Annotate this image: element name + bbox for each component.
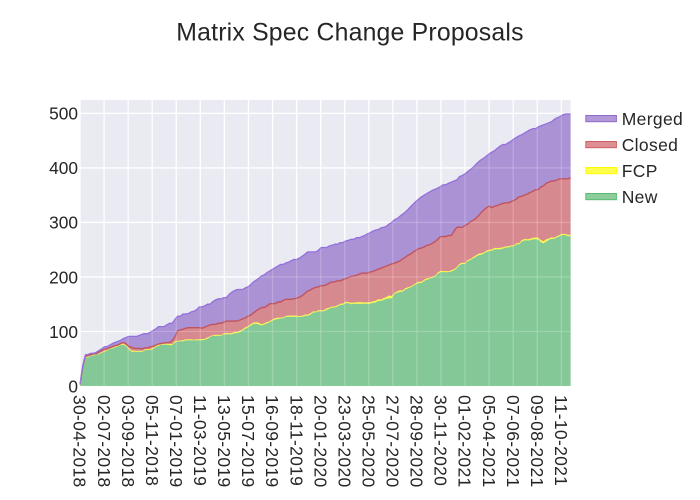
svg-text:20-01-2020: 20-01-2020 [310, 395, 330, 488]
svg-text:02-07-2018: 02-07-2018 [94, 395, 114, 488]
svg-text:30-11-2020: 30-11-2020 [431, 395, 451, 486]
svg-text:25-05-2020: 25-05-2020 [358, 395, 378, 488]
svg-text:100: 100 [49, 322, 78, 342]
svg-text:Merged: Merged [622, 109, 683, 129]
svg-text:05-04-2021: 05-04-2021 [479, 395, 499, 488]
svg-text:07-01-2019: 07-01-2019 [166, 395, 186, 488]
svg-text:23-03-2020: 23-03-2020 [334, 395, 354, 488]
svg-text:0: 0 [68, 376, 78, 396]
svg-text:11-10-2021: 11-10-2021 [551, 395, 571, 486]
svg-text:27-07-2020: 27-07-2020 [383, 395, 403, 488]
svg-text:09-08-2021: 09-08-2021 [527, 395, 547, 488]
svg-text:11-03-2019: 11-03-2019 [190, 395, 210, 486]
svg-text:Closed: Closed [622, 135, 679, 155]
svg-text:16-09-2019: 16-09-2019 [262, 395, 282, 488]
svg-text:18-11-2019: 18-11-2019 [286, 395, 306, 486]
svg-text:New: New [622, 187, 658, 207]
svg-text:400: 400 [49, 158, 78, 178]
svg-text:30-04-2018: 30-04-2018 [70, 395, 90, 488]
svg-text:03-09-2018: 03-09-2018 [118, 395, 138, 488]
svg-text:300: 300 [49, 213, 78, 233]
svg-text:200: 200 [49, 267, 78, 287]
svg-text:01-02-2021: 01-02-2021 [455, 395, 475, 488]
svg-text:05-11-2018: 05-11-2018 [142, 395, 162, 486]
svg-text:Matrix Spec Change Proposals: Matrix Spec Change Proposals [176, 20, 523, 47]
svg-text:500: 500 [49, 104, 78, 124]
svg-text:07-06-2021: 07-06-2021 [503, 395, 523, 488]
svg-text:15-07-2019: 15-07-2019 [238, 395, 258, 488]
svg-text:13-05-2019: 13-05-2019 [214, 395, 234, 488]
svg-text:FCP: FCP [622, 161, 658, 181]
svg-text:28-09-2020: 28-09-2020 [407, 395, 427, 488]
